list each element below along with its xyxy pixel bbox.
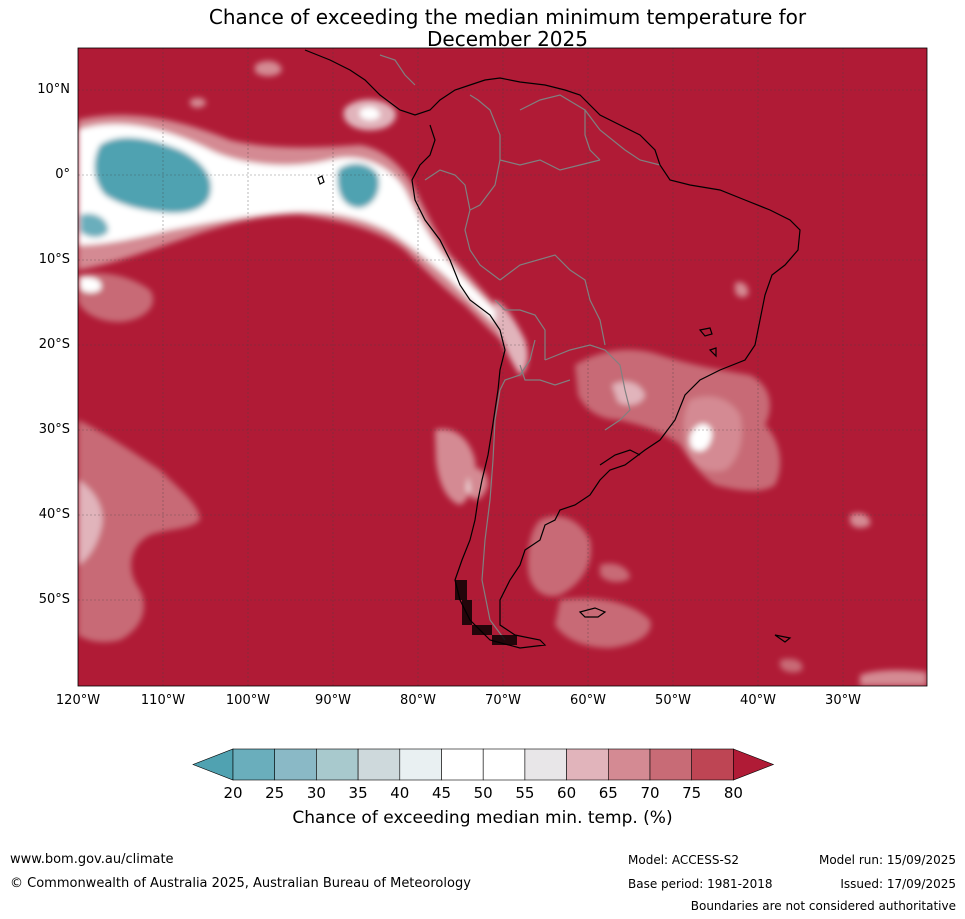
colorbar-segment: [441, 748, 484, 781]
lat-label-40s: 40°S: [38, 507, 70, 522]
lon-label-90w: 90°W: [315, 693, 351, 708]
lon-label-110w: 110°W: [140, 693, 186, 708]
map-frame: [77, 47, 928, 687]
colorbar-tick-label: 75: [682, 784, 702, 802]
lon-label-50w: 50°W: [655, 693, 691, 708]
colorbar-tick-label: 45: [431, 784, 452, 802]
colorbar-tick-label: 25: [265, 784, 285, 802]
colorbar-tick-label: 50: [473, 784, 493, 802]
footer-model-run: Model run: 15/09/2025: [818, 853, 956, 867]
pacific-cool-patch-far-west: [80, 213, 109, 238]
colorbar-tick-label: 65: [598, 784, 618, 802]
coastline: [304, 49, 801, 649]
colorbar-segment: [274, 748, 317, 781]
chart-title-line1: Chance of exceeding the median minimum t…: [208, 5, 807, 29]
colorbar-label: Chance of exceeding median min. temp. (%…: [292, 808, 673, 828]
lon-label-40w: 40°W: [740, 693, 776, 708]
colorbar-tick-label: 20: [223, 784, 243, 802]
colorbar-segment: [691, 748, 734, 781]
lat-label-10s: 10°S: [38, 252, 70, 267]
lat-label-0: 0°: [55, 167, 70, 182]
colorbar-segment: [232, 748, 276, 781]
footer-base-period: Base period: 1981-2018: [628, 877, 773, 891]
colorbar-segment: [607, 748, 651, 781]
pacific-white-spot: [80, 277, 102, 293]
footer-issued: Issued: 17/09/2025: [840, 877, 956, 891]
colorbar-tick-label: 70: [640, 784, 660, 802]
probability-map: [77, 47, 928, 687]
south-atlantic-white: [689, 424, 712, 452]
lon-label-120w: 120°W: [55, 693, 101, 708]
footer-url: www.bom.gov.au/climate: [10, 852, 174, 867]
country-borders: [379, 54, 661, 641]
lat-label-20s: 20°S: [38, 337, 70, 352]
colorbar-tick-label: 60: [557, 784, 577, 802]
colorbar-segment: [357, 748, 401, 781]
chart-title-line2: December 2025: [427, 27, 588, 51]
colorbar-extend-high: [733, 748, 775, 781]
lon-label-30w: 30°W: [825, 693, 861, 708]
graticule: [78, 48, 927, 686]
footer-model: Model: ACCESS-S2: [628, 853, 740, 867]
colorbar-tick-label: 80: [723, 784, 743, 802]
footer-disclaimer: Boundaries are not considered authoritat…: [690, 899, 956, 913]
colorbar-tick-label: 30: [306, 784, 326, 802]
colorbar-tick-label: 40: [390, 784, 410, 802]
colorbar-segment: [566, 748, 609, 781]
colorbar-segment: [649, 748, 693, 781]
lat-label-30s: 30°S: [38, 422, 70, 437]
probability-shading: [78, 60, 927, 686]
se-pacific-pink: [78, 420, 200, 643]
lon-label-80w: 80°W: [400, 693, 436, 708]
footer-copyright: © Commonwealth of Australia 2025, Austra…: [10, 876, 471, 891]
colorbar-segment: [316, 748, 359, 781]
lon-label-60w: 60°W: [570, 693, 606, 708]
lat-label-50s: 50°S: [38, 592, 70, 607]
colorbar-segment: [524, 748, 567, 781]
lon-label-100w: 100°W: [225, 693, 271, 708]
colorbar-tick-label: 55: [515, 784, 535, 802]
pacific-cool-patch-west: [94, 137, 211, 214]
lat-label-10n: 10°N: [37, 82, 70, 97]
colorbar-tick-label: 35: [348, 784, 368, 802]
lon-label-70w: 70°W: [485, 693, 521, 708]
chile-fjords: [455, 580, 517, 645]
colorbar-segment: [399, 748, 442, 781]
colorbar-segment: [482, 748, 526, 781]
colorbar-extend-low: [192, 748, 234, 781]
